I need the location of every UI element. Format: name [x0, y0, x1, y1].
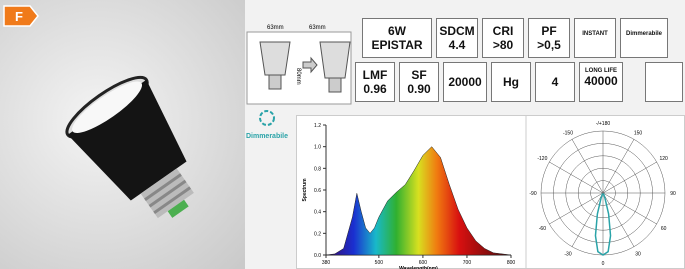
- polar-angle-label: -120: [537, 156, 547, 162]
- polar-spoke: [603, 193, 657, 224]
- y-tick-label: 0.2: [314, 231, 321, 237]
- spec-box: INSTANT: [574, 18, 616, 58]
- polar-spoke: [572, 139, 603, 193]
- y-tick-label: 0.0: [314, 253, 321, 259]
- spec-main: LMF: [356, 68, 394, 82]
- y-tick-label: 0.8: [314, 166, 321, 172]
- spec-main: INSTANT: [575, 31, 615, 37]
- x-tick-label: 380: [322, 260, 331, 266]
- spec-main: SDCM: [437, 24, 477, 38]
- spec-sub: >80: [483, 38, 523, 52]
- polar-angle-label: 30: [635, 252, 641, 258]
- height-label: 80mm: [295, 68, 301, 85]
- spec-main: 4: [536, 75, 574, 89]
- polar-angle-label: 150: [634, 130, 643, 136]
- polar-spoke: [572, 193, 603, 247]
- y-tick-label: 1.0: [314, 145, 321, 151]
- x-tick-label: 500: [375, 260, 384, 266]
- polar-angle-label: 120: [659, 156, 668, 162]
- polar-angle-label: -30: [564, 252, 571, 258]
- y-tick-label: 0.6: [314, 188, 321, 194]
- bulb: [60, 68, 220, 239]
- y-tick-label: 0.4: [314, 210, 321, 216]
- badge-label: F: [15, 9, 23, 24]
- y-axis-label: Spectrum: [302, 178, 308, 202]
- spec-main: PF: [529, 24, 569, 38]
- spec-box: 4: [535, 62, 575, 102]
- spec-sub: 0.96: [356, 82, 394, 96]
- polar-angle-label: 90: [670, 191, 676, 197]
- spec-box: [645, 62, 683, 102]
- spec-sheet: F 63mm 63mm 80mm 87mm Dimmerabile 6WEPIS…: [0, 0, 685, 269]
- spec-box: 20000: [443, 62, 487, 102]
- spec-sub: >0,5: [529, 38, 569, 52]
- x-tick-label: 700: [463, 260, 472, 266]
- bulb-illustration: F: [0, 0, 245, 269]
- spec-sub: 40000: [580, 74, 622, 88]
- polar-angle-label: -150: [563, 130, 573, 136]
- polar-angle-label: -60: [539, 226, 546, 232]
- polar-spoke: [603, 193, 634, 247]
- spec-box: PF>0,5: [528, 18, 570, 58]
- spec-main: 20000: [444, 75, 486, 89]
- polar-angle-label: -/+180: [596, 121, 611, 127]
- polar-angle-label: 60: [661, 226, 667, 232]
- spec-box: CRI>80: [482, 18, 524, 58]
- spec-main: CRI: [483, 24, 523, 38]
- spec-sub: 4.4: [437, 38, 477, 52]
- spectrum-area: [326, 147, 511, 255]
- spec-main: 6W: [363, 24, 431, 38]
- polar-spoke: [603, 162, 657, 193]
- spec-main: Hg: [492, 75, 530, 89]
- width-label: 63mm: [267, 25, 284, 31]
- polar-spoke: [549, 162, 603, 193]
- width-label: 63mm: [309, 25, 326, 31]
- polar-angle-label: 0: [602, 261, 605, 267]
- spec-main: SF: [400, 68, 438, 82]
- spec-main: Dimmerabile: [621, 31, 667, 37]
- spec-box: Hg: [491, 62, 531, 102]
- dimmable-label: Dimmerabile: [246, 133, 288, 140]
- polar-spoke: [549, 193, 603, 224]
- x-tick-label: 800: [507, 260, 516, 266]
- spec-sub: 0.90: [400, 82, 438, 96]
- spec-box: Dimmerabile: [620, 18, 668, 58]
- dimmable-icon: [260, 111, 274, 125]
- spec-sub: EPISTAR: [363, 38, 431, 52]
- polar-spoke: [603, 139, 634, 193]
- polar-angle-label: -90: [529, 191, 536, 197]
- y-tick-label: 1.2: [314, 123, 321, 129]
